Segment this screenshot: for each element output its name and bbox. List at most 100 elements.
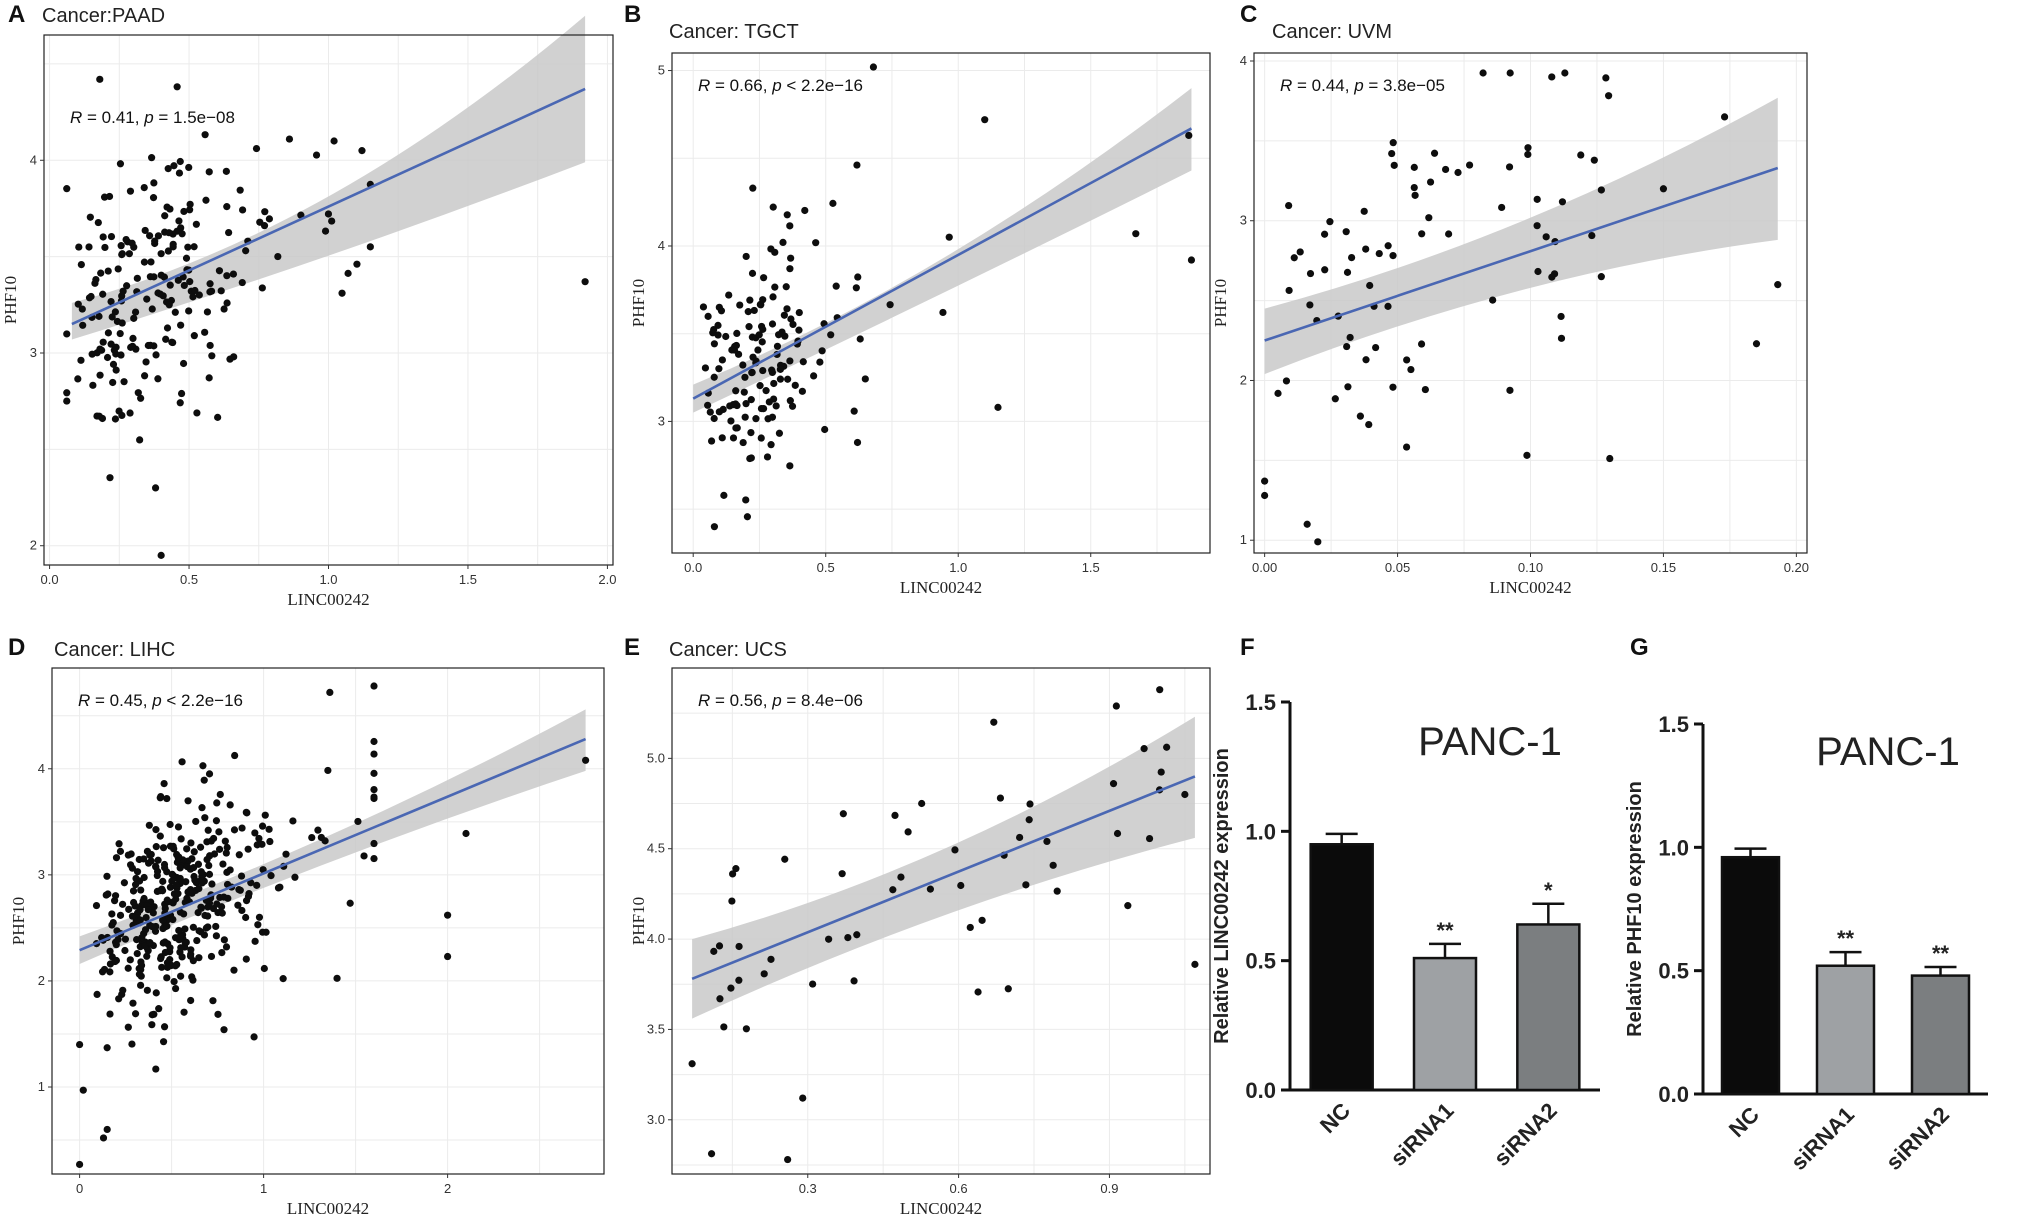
c-data-point: [1505, 163, 1514, 171]
d-data-point: [199, 762, 207, 770]
d-data-point: [174, 823, 183, 831]
a-data-point: [180, 207, 188, 216]
a-data-point: [99, 233, 107, 241]
d-data-point: [326, 688, 334, 696]
a-data-point: [185, 163, 193, 172]
b-data-point: [945, 233, 953, 241]
e-data-point: [844, 933, 852, 942]
c-x-tick-label: 0.05: [1385, 560, 1410, 575]
e-p-symbol: p: [771, 691, 781, 710]
c-data-point: [1605, 92, 1613, 100]
a-data-point: [186, 206, 194, 214]
b-data-point: [853, 161, 861, 169]
d-data-point: [152, 989, 160, 997]
d-data-point: [234, 901, 242, 909]
d-data-point: [189, 923, 197, 931]
g-panel-title: PANC-1: [1816, 730, 1960, 774]
b-data-point: [755, 331, 763, 339]
a-data-point: [166, 281, 174, 289]
d-data-point: [173, 850, 181, 859]
b-data-point: [728, 346, 736, 354]
a-data-point: [223, 272, 231, 280]
a-p-value: 1.5e−08: [173, 108, 235, 127]
c-panel-title: Cancer: UVM: [1272, 21, 1392, 43]
d-data-point: [135, 970, 143, 978]
d-x-tick-label: 0: [76, 1181, 83, 1196]
e-data-point: [716, 995, 724, 1003]
e-data-point: [707, 1150, 716, 1158]
e-correlation-annotation: R = 0.56, p = 8.4e−06: [698, 691, 863, 710]
d-data-point: [161, 948, 169, 957]
a-data-point: [201, 328, 209, 336]
d-data-point: [186, 952, 195, 960]
d-data-point: [149, 909, 157, 917]
a-data-point: [112, 343, 120, 351]
a-data-point: [123, 282, 131, 290]
d-data-point: [112, 854, 121, 862]
d-data-point: [251, 829, 259, 837]
b-data-point: [786, 222, 794, 230]
a-data-point: [96, 75, 104, 83]
g-y-tick-label: 1.5: [1658, 712, 1689, 737]
d-data-point: [582, 756, 590, 764]
e-plot-area: [672, 668, 1210, 1174]
d-data-point: [124, 964, 132, 972]
d-data-point: [195, 885, 203, 893]
a-data-point: [258, 284, 266, 292]
c-data-point: [1561, 69, 1569, 77]
e-data-point: [809, 980, 817, 988]
e-data-point: [1112, 702, 1120, 710]
d-data-point: [92, 901, 101, 910]
a-data-point: [140, 184, 148, 192]
b-p-symbol: p: [771, 76, 781, 95]
b-data-point: [775, 331, 783, 339]
a-data-point: [137, 394, 145, 402]
e-data-point: [688, 1060, 696, 1068]
f-bar-sirna1: [1412, 956, 1478, 1092]
e-r-value: 0.56: [730, 691, 763, 710]
d-data-point: [158, 963, 166, 971]
a-data-point: [223, 203, 231, 211]
d-data-point: [170, 977, 178, 986]
c-data-point: [1290, 254, 1298, 262]
d-panel-letter: D: [8, 634, 25, 661]
a-data-point: [118, 319, 126, 327]
e-data-point: [1145, 834, 1154, 843]
f-category-label: siRNA1: [1386, 1098, 1459, 1171]
e-data-point: [732, 865, 740, 873]
d-data-point: [214, 1010, 222, 1018]
b-data-point: [783, 305, 791, 313]
a-data-point: [154, 232, 163, 240]
d-data-point: [213, 799, 221, 807]
e-x-tick-label: 0.6: [950, 1181, 968, 1196]
d-data-point: [195, 954, 203, 962]
d-data-point: [370, 737, 378, 746]
g-significance-marker: **: [1932, 941, 1950, 966]
e-data-point: [1124, 902, 1132, 910]
a-data-point: [97, 269, 105, 277]
e-data-point: [1163, 743, 1171, 751]
d-data-point: [152, 843, 160, 851]
f-significance-marker: **: [1436, 918, 1454, 943]
e-separator: ,: [763, 691, 772, 710]
a-data-point: [140, 258, 149, 266]
a-data-point: [285, 135, 294, 143]
d-data-point: [198, 879, 206, 887]
a-panel-letter: A: [8, 1, 25, 28]
d-data-point: [114, 935, 122, 944]
e-data-point: [990, 718, 998, 726]
a-data-point: [148, 305, 156, 313]
d-data-point: [154, 856, 162, 864]
b-data-point: [742, 400, 750, 408]
b-data-point: [744, 308, 752, 316]
c-data-point: [1389, 383, 1397, 391]
d-data-point: [143, 952, 151, 960]
b-data-point: [749, 184, 757, 192]
d-data-point: [212, 922, 220, 931]
a-data-point: [186, 278, 194, 286]
c-data-point: [1421, 385, 1429, 394]
c-data-point: [1659, 185, 1668, 193]
b-data-point: [856, 335, 864, 343]
c-data-point: [1548, 73, 1556, 81]
c-data-point: [1465, 161, 1474, 169]
